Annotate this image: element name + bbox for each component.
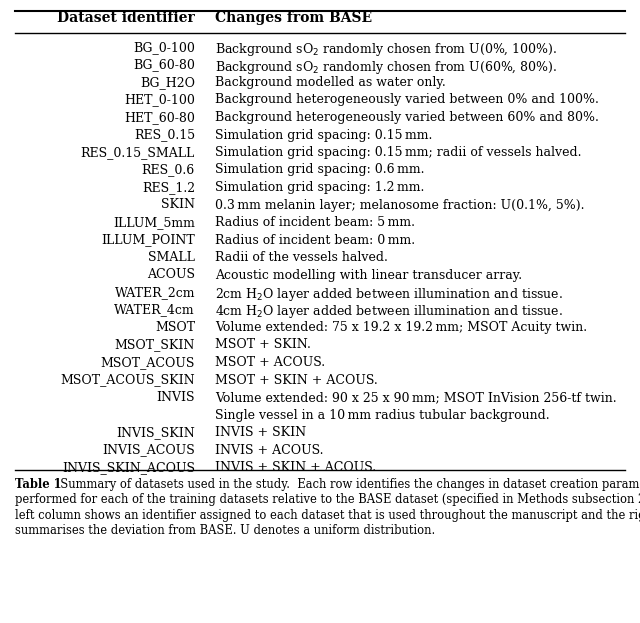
Text: Single vessel in a 10 mm radius tubular background.: Single vessel in a 10 mm radius tubular … <box>215 409 550 422</box>
Text: Acoustic modelling with linear transducer array.: Acoustic modelling with linear transduce… <box>215 269 522 282</box>
Text: HET_60-80: HET_60-80 <box>124 111 195 124</box>
Text: WATER_4cm: WATER_4cm <box>115 303 195 316</box>
Text: INVIS_SKIN: INVIS_SKIN <box>116 426 195 439</box>
Text: WATER_2cm: WATER_2cm <box>115 286 195 299</box>
Text: INVIS + SKIN: INVIS + SKIN <box>215 426 306 439</box>
Text: MSOT: MSOT <box>155 321 195 334</box>
Text: SMALL: SMALL <box>148 251 195 264</box>
Text: Table 1: Table 1 <box>15 478 61 491</box>
Text: MSOT + SKIN + ACOUS.: MSOT + SKIN + ACOUS. <box>215 374 378 386</box>
Text: Summary of datasets used in the study.  Each row identifies the changes in datas: Summary of datasets used in the study. E… <box>53 478 640 491</box>
Text: Radius of incident beam: 5 mm.: Radius of incident beam: 5 mm. <box>215 216 415 229</box>
Text: Simulation grid spacing: 0.15 mm; radii of vessels halved.: Simulation grid spacing: 0.15 mm; radii … <box>215 146 582 159</box>
Text: RES_0.6: RES_0.6 <box>141 163 195 176</box>
Text: Background sO$_{2}$ randomly chosen from U(60%, 80%).: Background sO$_{2}$ randomly chosen from… <box>215 59 557 75</box>
Text: summarises the deviation from BASE. U denotes a uniform distribution.: summarises the deviation from BASE. U de… <box>15 525 435 538</box>
Text: ILLUM_5mm: ILLUM_5mm <box>113 216 195 229</box>
Text: INVIS_ACOUS: INVIS_ACOUS <box>102 444 195 457</box>
Text: MSOT_ACOUS: MSOT_ACOUS <box>100 356 195 369</box>
Text: HET_0-100: HET_0-100 <box>124 93 195 107</box>
Text: ACOUS: ACOUS <box>147 269 195 282</box>
Text: MSOT + SKIN.: MSOT + SKIN. <box>215 338 311 351</box>
Text: BG_0-100: BG_0-100 <box>133 41 195 54</box>
Text: Radius of incident beam: 0 mm.: Radius of incident beam: 0 mm. <box>215 234 415 247</box>
Text: Background modelled as water only.: Background modelled as water only. <box>215 76 445 89</box>
Text: Background heterogeneously varied between 60% and 80%.: Background heterogeneously varied betwee… <box>215 111 599 124</box>
Text: MSOT_ACOUS_SKIN: MSOT_ACOUS_SKIN <box>60 374 195 386</box>
Text: Volume extended: 90 x 25 x 90 mm; MSOT InVision 256-tf twin.: Volume extended: 90 x 25 x 90 mm; MSOT I… <box>215 391 616 404</box>
Text: left column shows an identifier assigned to each dataset that is used throughout: left column shows an identifier assigned… <box>15 509 640 522</box>
Text: RES_0.15: RES_0.15 <box>134 128 195 141</box>
Text: Background sO$_{2}$ randomly chosen from U(0%, 100%).: Background sO$_{2}$ randomly chosen from… <box>215 41 557 58</box>
Text: INVIS_SKIN_ACOUS: INVIS_SKIN_ACOUS <box>62 461 195 474</box>
Text: INVIS + SKIN + ACOUS.: INVIS + SKIN + ACOUS. <box>215 461 376 474</box>
Text: Background heterogeneously varied between 0% and 100%.: Background heterogeneously varied betwee… <box>215 93 599 107</box>
Text: MSOT_SKIN: MSOT_SKIN <box>115 338 195 351</box>
Text: RES_1.2: RES_1.2 <box>142 181 195 194</box>
Text: Changes from BASE: Changes from BASE <box>215 11 372 25</box>
Text: BG_H2O: BG_H2O <box>140 76 195 89</box>
Text: SKIN: SKIN <box>161 199 195 211</box>
Text: INVIS: INVIS <box>157 391 195 404</box>
Text: MSOT + ACOUS.: MSOT + ACOUS. <box>215 356 325 369</box>
Text: performed for each of the training datasets relative to the BASE dataset (specif: performed for each of the training datas… <box>15 493 640 506</box>
Text: BG_60-80: BG_60-80 <box>133 59 195 72</box>
Text: Dataset identifier: Dataset identifier <box>57 11 195 25</box>
Text: 0.3 mm melanin layer; melanosome fraction: U(0.1%, 5%).: 0.3 mm melanin layer; melanosome fractio… <box>215 199 584 211</box>
Text: Volume extended: 75 x 19.2 x 19.2 mm; MSOT Acuity twin.: Volume extended: 75 x 19.2 x 19.2 mm; MS… <box>215 321 587 334</box>
Text: INVIS + ACOUS.: INVIS + ACOUS. <box>215 444 323 457</box>
Text: 2cm H$_{2}$O layer added between illumination and tissue.: 2cm H$_{2}$O layer added between illumin… <box>215 286 563 303</box>
Text: RES_0.15_SMALL: RES_0.15_SMALL <box>81 146 195 159</box>
Text: 4cm H$_{2}$O layer added between illumination and tissue.: 4cm H$_{2}$O layer added between illumin… <box>215 303 563 320</box>
Text: ILLUM_POINT: ILLUM_POINT <box>101 234 195 247</box>
Text: Simulation grid spacing: 0.6 mm.: Simulation grid spacing: 0.6 mm. <box>215 163 424 176</box>
Text: Simulation grid spacing: 1.2 mm.: Simulation grid spacing: 1.2 mm. <box>215 181 424 194</box>
Text: Radii of the vessels halved.: Radii of the vessels halved. <box>215 251 388 264</box>
Text: Simulation grid spacing: 0.15 mm.: Simulation grid spacing: 0.15 mm. <box>215 128 433 141</box>
